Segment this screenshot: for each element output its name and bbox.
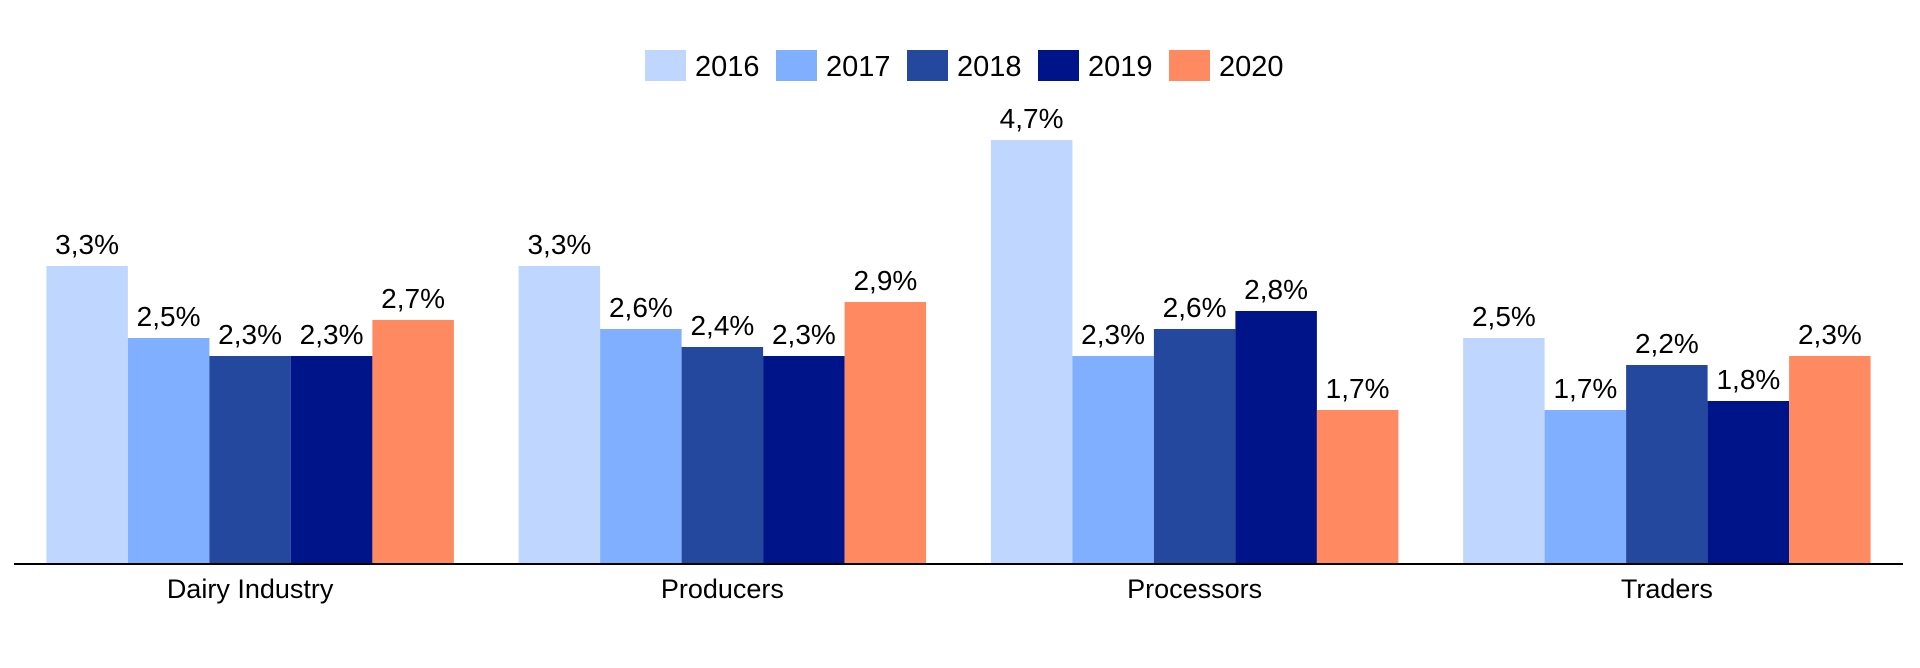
value-label: 2,5% bbox=[137, 301, 201, 332]
value-label: 3,3% bbox=[55, 229, 119, 260]
legend-swatch-2020 bbox=[1169, 50, 1210, 81]
value-label: 4,7% bbox=[1000, 103, 1064, 134]
legend-swatch-2017 bbox=[776, 50, 817, 81]
value-label: 2,2% bbox=[1635, 328, 1699, 359]
value-label: 2,9% bbox=[853, 265, 917, 296]
bar-2020-producers bbox=[844, 302, 927, 563]
bar-2018-processors bbox=[1153, 329, 1236, 563]
legend-label: 2020 bbox=[1219, 51, 1284, 83]
bar-2018-dairy-industry bbox=[209, 356, 291, 563]
value-label: 2,7% bbox=[381, 283, 445, 314]
legend: 2016 2017 2018 2019 2020 bbox=[645, 50, 1284, 83]
value-label: 3,3% bbox=[527, 229, 591, 260]
bars bbox=[46, 140, 1871, 563]
bar-2018-producers bbox=[681, 347, 764, 563]
bar-2017-dairy-industry bbox=[127, 338, 210, 563]
bar-2019-dairy-industry bbox=[290, 356, 373, 563]
bar-2016-producers bbox=[518, 266, 601, 563]
bar-2018-traders bbox=[1626, 365, 1708, 563]
category-label: Traders bbox=[1621, 574, 1713, 604]
value-label: 2,3% bbox=[300, 319, 364, 350]
value-label: 2,6% bbox=[609, 292, 673, 323]
bar-2019-producers bbox=[763, 356, 845, 563]
value-labels: 3,3% 2,5% 2,3% 2,3% 2,7% 3,3% 2,6% 2,4% 2,3% 2,9%… bbox=[55, 103, 1862, 404]
bar-2019-processors bbox=[1235, 311, 1317, 563]
bar-2020-dairy-industry bbox=[372, 320, 454, 563]
value-label: 2,8% bbox=[1244, 274, 1308, 305]
category-label: Processors bbox=[1127, 574, 1262, 604]
bar-2019-traders bbox=[1707, 401, 1790, 563]
category-labels: Dairy Industry Producers Processors Traders bbox=[167, 574, 1713, 604]
legend-label: 2016 bbox=[695, 51, 760, 83]
bar-2017-processors bbox=[1072, 356, 1154, 563]
value-label: 2,3% bbox=[1798, 319, 1862, 350]
legend-swatch-2018 bbox=[907, 50, 948, 81]
value-label: 2,6% bbox=[1163, 292, 1227, 323]
bar-2017-traders bbox=[1544, 410, 1627, 563]
category-label: Dairy Industry bbox=[167, 574, 334, 604]
value-label: 1,7% bbox=[1553, 373, 1617, 404]
value-label: 2,3% bbox=[772, 319, 836, 350]
bar-2016-traders bbox=[1463, 338, 1545, 563]
bar-2020-traders bbox=[1789, 356, 1871, 563]
value-label: 1,7% bbox=[1326, 373, 1390, 404]
value-label: 2,3% bbox=[1081, 319, 1145, 350]
bar-2017-producers bbox=[600, 329, 682, 563]
legend-label: 2017 bbox=[826, 51, 891, 83]
bar-2020-processors bbox=[1316, 410, 1399, 563]
category-label: Producers bbox=[661, 574, 784, 604]
legend-label: 2018 bbox=[957, 51, 1022, 83]
legend-label: 2019 bbox=[1088, 51, 1153, 83]
value-label: 2,5% bbox=[1472, 301, 1536, 332]
value-label: 2,4% bbox=[690, 310, 754, 341]
bar-2016-processors bbox=[990, 140, 1073, 563]
legend-swatch-2019 bbox=[1038, 50, 1079, 81]
value-label: 1,8% bbox=[1716, 364, 1780, 395]
bar-2016-dairy-industry bbox=[46, 266, 128, 563]
value-label: 2,3% bbox=[218, 319, 282, 350]
legend-swatch-2016 bbox=[645, 50, 686, 81]
